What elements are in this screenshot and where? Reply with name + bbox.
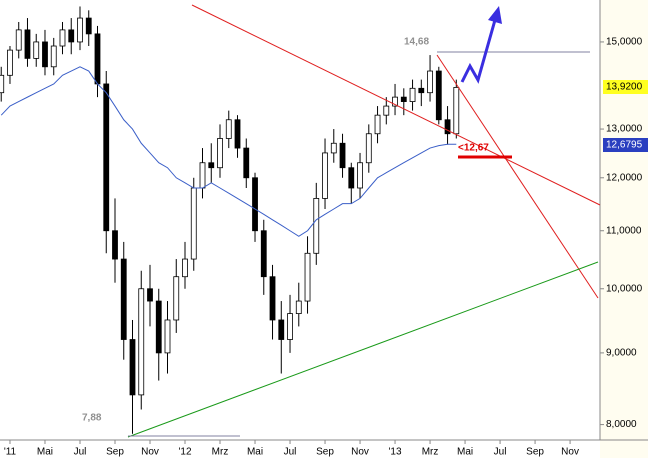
candle-body: [24, 29, 31, 59]
candle-body: [295, 300, 302, 315]
candle-body: [357, 162, 363, 189]
x-tick-label: Nov: [351, 447, 369, 458]
trend-line: [436, 54, 599, 299]
marks: [0, 6, 604, 444]
candle-body: [243, 147, 250, 179]
candle-body: [85, 17, 92, 35]
candle-body: [383, 105, 390, 116]
candle-body: [444, 119, 451, 135]
moving-average: [0, 66, 457, 237]
candle-body: [164, 319, 171, 354]
candle-body: [313, 198, 320, 254]
x-tick-label: Jul: [494, 447, 507, 458]
candle-body: [33, 41, 40, 59]
x-tick-label: Nov: [561, 447, 579, 458]
candle-body: [50, 45, 57, 68]
trend-line: [191, 4, 601, 206]
candle-body: [435, 70, 442, 121]
arrow-head: [488, 6, 502, 24]
trend-line: [127, 261, 599, 438]
y-tick-label: 15,0000: [606, 37, 643, 48]
candle-body: [15, 29, 22, 51]
x-tick-label: Sep: [316, 447, 334, 458]
candle-body: [7, 49, 13, 76]
y-tick-label: 12,0000: [606, 172, 643, 183]
candle-body: [199, 162, 206, 189]
candle-body: [68, 29, 75, 43]
candle-body: [0, 74, 5, 94]
candle-body: [234, 119, 241, 149]
x-tick-label: Sep: [106, 447, 124, 458]
x-tick-label: Jul: [284, 447, 297, 458]
candle-body: [208, 162, 215, 169]
y-axis-panel: [600, 0, 648, 458]
candle-body: [418, 87, 425, 94]
x-tick-label: Nov: [141, 447, 159, 458]
x-tick-label: '12: [178, 447, 191, 458]
candle-body: [94, 33, 101, 85]
candle-body: [278, 319, 285, 340]
candle-body: [155, 300, 162, 354]
candle-body: [409, 87, 416, 102]
candle-body: [427, 70, 433, 94]
y-tick-label: 10,0000: [606, 283, 643, 294]
y-tick-label: 8,0000: [606, 419, 637, 430]
x-tick-label: Mrz: [212, 447, 229, 458]
annotation: 7,88: [82, 413, 102, 424]
candle-body: [129, 339, 136, 396]
candle-body: [304, 252, 311, 302]
candle-body: [173, 276, 180, 321]
candle-body: [330, 142, 337, 154]
candle-body: [400, 96, 407, 102]
candle-body: [112, 230, 118, 260]
forecast-arrow: [460, 19, 497, 84]
candle-body: [287, 313, 293, 340]
candle-body: [252, 177, 258, 232]
y-tick-label: 9,0000: [606, 348, 637, 359]
candle-body: [59, 29, 66, 47]
candle-body: [374, 114, 381, 135]
x-tick-label: '13: [389, 447, 402, 458]
price-tag: [603, 80, 648, 94]
candle-body: [77, 17, 83, 43]
price-label: 12,6795: [606, 140, 643, 151]
y-tick-label: 11,0000: [606, 225, 642, 236]
annotation: 14,68: [404, 37, 429, 48]
candle-body: [392, 96, 398, 107]
x-tick-label: Mai: [247, 447, 263, 458]
candle-body: [217, 138, 223, 169]
price-label: 13,9200: [606, 82, 643, 93]
x-tick-label: '11: [4, 447, 17, 458]
y-tick-label: 13,0000: [606, 124, 643, 135]
x-tick-label: Sep: [526, 447, 544, 458]
candle-body: [147, 288, 153, 302]
candle-body: [182, 258, 188, 278]
x-tick-label: Jul: [74, 447, 87, 458]
candle-body: [103, 83, 110, 232]
candle-body: [339, 142, 346, 169]
candle-body: [269, 276, 276, 321]
candle-body: [453, 87, 460, 135]
candle-body: [365, 133, 372, 164]
candle-body: [348, 167, 355, 189]
x-tick-label: Mrz: [422, 447, 439, 458]
x-tick-label: Mai: [37, 447, 53, 458]
candle-body: [225, 119, 232, 139]
price-tag: [603, 138, 648, 152]
annotation: <12,67: [458, 143, 489, 154]
candle-body: [42, 41, 48, 68]
candle-body: [260, 230, 267, 278]
candle-body: [138, 288, 145, 396]
candle-body: [322, 152, 328, 199]
plot-area: [0, 0, 600, 440]
candle-body: [190, 187, 197, 260]
candle-body: [120, 258, 127, 340]
x-tick-label: Mai: [457, 447, 473, 458]
